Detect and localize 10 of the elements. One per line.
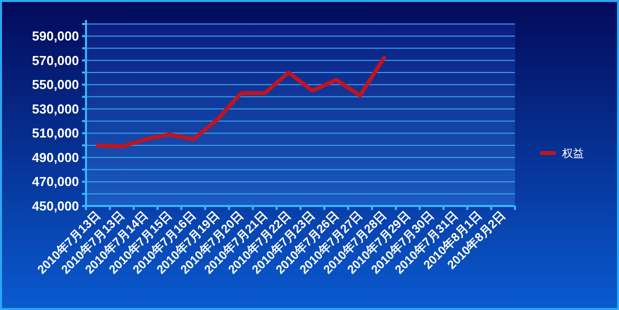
y-tick-label: 590,000: [32, 28, 79, 44]
y-tick-label: 510,000: [32, 126, 79, 141]
y-tick-label: 470,000: [32, 174, 79, 190]
y-tick-label: 530,000: [32, 101, 79, 116]
y-tick-label: 450,000: [32, 198, 79, 214]
line-series: [96, 56, 386, 149]
y-tick-label: 490,000: [32, 150, 79, 165]
y-tick-label: 550,000: [32, 77, 79, 92]
y-tick-label: 570,000: [32, 52, 79, 68]
legend-label: 权益: [561, 148, 584, 160]
